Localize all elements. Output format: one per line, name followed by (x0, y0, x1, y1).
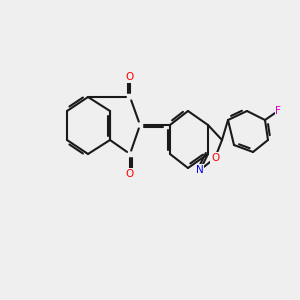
Text: N: N (196, 165, 204, 175)
Text: F: F (275, 106, 281, 116)
Text: O: O (211, 153, 219, 163)
Text: O: O (126, 169, 134, 179)
Text: O: O (126, 72, 134, 82)
